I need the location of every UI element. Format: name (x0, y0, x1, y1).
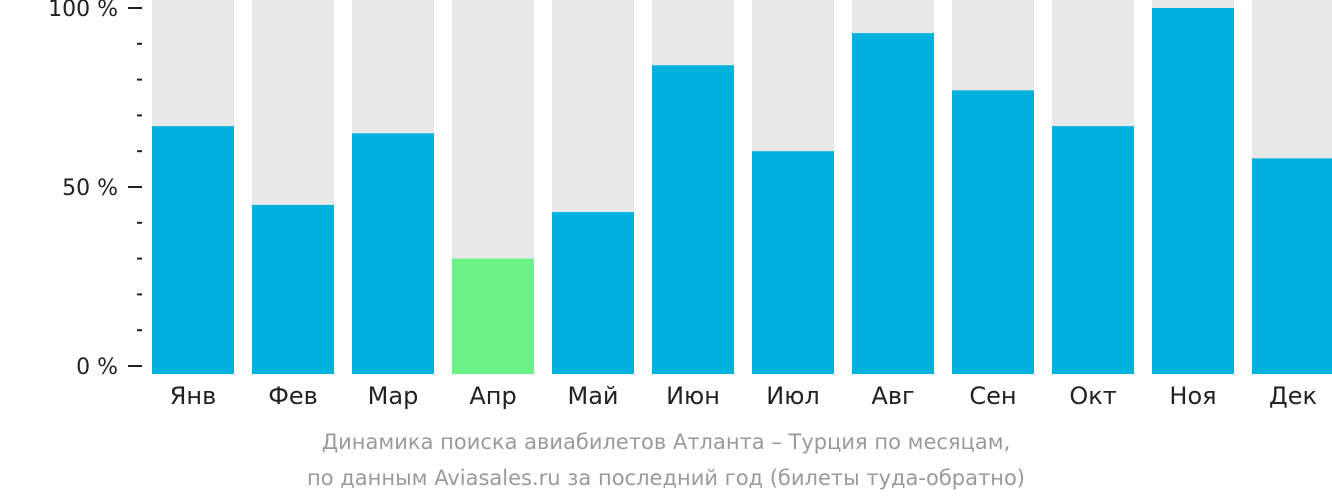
bar-11 (1152, 8, 1234, 374)
bar-5 (552, 212, 634, 374)
x-tick-label: Апр (469, 382, 516, 410)
bar-3 (352, 133, 434, 374)
bar-7 (752, 151, 834, 374)
chart-caption-line-2: по данным Aviasales.ru за последний год … (307, 466, 1025, 490)
x-tick-label: Июн (666, 382, 720, 410)
bar-2 (252, 204, 334, 374)
bar-8 (852, 33, 934, 375)
bar-chart: 100 % 50 % 0 % Янв Фев Мар Апр Май Июн Июл Авг Сен… (48, 0, 1332, 410)
x-tick-label: Дек (1269, 382, 1317, 410)
bar-10 (1052, 126, 1134, 374)
y-tick-label: 0 % (76, 355, 118, 380)
x-tick-label: Сен (969, 382, 1016, 410)
x-tick-label: Фев (268, 382, 318, 410)
bars (152, 8, 1332, 375)
x-tick-label: Авг (871, 382, 914, 410)
x-axis-labels: Янв Фев Мар Апр Май Июн Июл Авг Сен Окт Ноя Дек (170, 382, 1317, 410)
x-tick-label: Мар (368, 382, 419, 410)
bar-1 (152, 126, 234, 374)
x-tick-label: Янв (170, 382, 217, 410)
chart-caption-line-1: Динамика поиска авиабилетов Атланта – Ту… (321, 430, 1011, 454)
x-tick-label: Ноя (1169, 382, 1216, 410)
bar-6 (652, 65, 734, 374)
y-axis: 100 % 50 % 0 % (48, 0, 142, 380)
x-tick-label: Июл (766, 382, 820, 410)
x-tick-label: Май (567, 382, 618, 410)
bar-9 (952, 90, 1034, 374)
y-tick-label: 100 % (48, 0, 118, 22)
bar-4 (452, 258, 534, 374)
y-tick-label: 50 % (62, 176, 118, 201)
bar-12 (1252, 158, 1332, 374)
x-tick-label: Окт (1069, 382, 1116, 410)
